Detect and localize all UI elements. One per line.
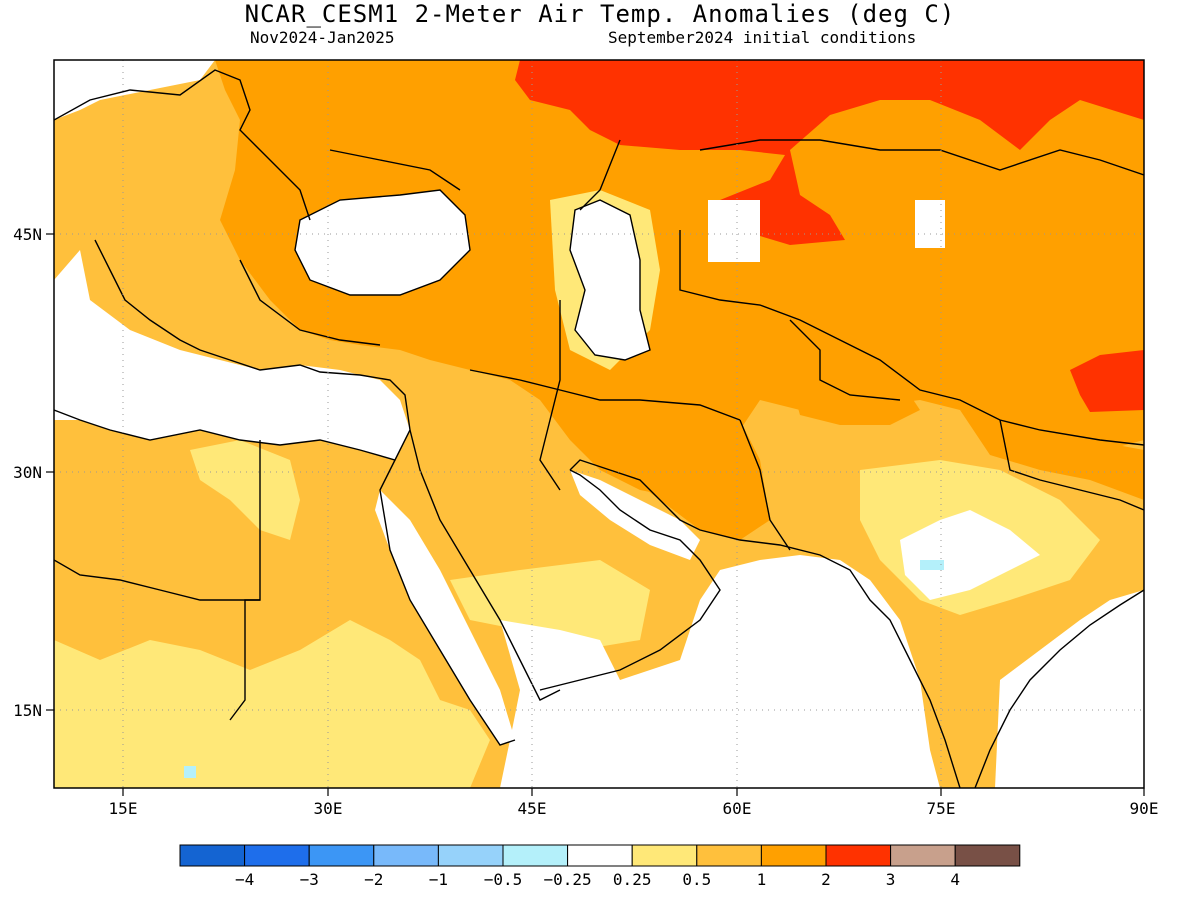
map-field (54, 60, 1144, 788)
initial-conditions: September2024 initial conditions (608, 28, 917, 47)
colorbar-swatch (308, 844, 375, 867)
field-zero-bay-bengal (995, 590, 1144, 788)
colorbar-label: 0.5 (682, 870, 711, 889)
lat-tick-label: 30N (13, 463, 42, 482)
field-zero-balkhash (915, 200, 945, 248)
field-zero-india (900, 510, 1040, 600)
colorbar-swatch (825, 844, 892, 867)
colorbar-swatch (631, 844, 698, 867)
colorbar: −4 −3 −2 −1 −0.5 −0.25 0.25 0.5 1 2 3 4 (179, 844, 1021, 889)
field-1-2-tibet (960, 410, 1144, 500)
chart-title: NCAR_CESM1 2-Meter Air Temp. Anomalies (… (244, 0, 956, 28)
colorbar-swatch (954, 844, 1021, 867)
field-zero-mediterranean (54, 250, 410, 460)
field-0.25-0.5-libya (190, 440, 300, 540)
colorbar-swatch (437, 844, 504, 867)
colorbar-label: 3 (886, 870, 896, 889)
field-0.25-0.5-sahara (54, 620, 490, 788)
lat-tick-label: 45N (13, 225, 42, 244)
colorbar-label: 2 (821, 870, 831, 889)
colorbar-label: −1 (429, 870, 448, 889)
lon-tick-label: 30E (314, 799, 343, 818)
colorbar-swatch (696, 844, 762, 867)
coastlines (54, 69, 1144, 788)
colorbar-label: 0.25 (613, 870, 652, 889)
field-0.25-0.5-arabia (450, 560, 650, 650)
lat-tick-label: 15N (13, 701, 42, 720)
colorbar-label: −3 (300, 870, 319, 889)
field-zero-aral (708, 200, 760, 262)
colorbar-label: −0.5 (484, 870, 523, 889)
colorbar-label: 1 (757, 870, 767, 889)
lon-tick-label: 75E (927, 799, 956, 818)
field-2-3-north (515, 60, 1144, 245)
colorbar-swatch (244, 844, 310, 867)
gridlines (54, 60, 1144, 788)
colorbar-swatch (760, 844, 827, 867)
colorbar-swatch (890, 844, 956, 867)
field-neg-spot-india (920, 560, 944, 570)
field-neg-spot-africa (184, 766, 196, 778)
plot-frame (53, 59, 1145, 789)
field-zero-black-sea (295, 190, 470, 295)
lon-tick-label: 90E (1130, 799, 1159, 818)
field-2-3-tibet (1070, 350, 1144, 412)
colorbar-label: −2 (364, 870, 383, 889)
lon-tick-label: 45E (518, 799, 547, 818)
lon-tick-label: 60E (723, 799, 752, 818)
field-zero-arabian-sea (500, 555, 940, 788)
colorbar-label: −0.25 (544, 870, 592, 889)
field-zero-caspian (570, 200, 650, 360)
field-1-2-iran (580, 380, 770, 540)
colorbar-label: 4 (950, 870, 960, 889)
forecast-period: Nov2024-Jan2025 (250, 28, 395, 47)
axis-ticks (46, 233, 1145, 796)
field-1-2-afghan (790, 370, 920, 425)
colorbar-label: −4 (235, 870, 254, 889)
lon-tick-label: 15E (109, 799, 138, 818)
colorbar-swatch (179, 844, 246, 867)
colorbar-swatch (373, 844, 439, 867)
field-zero-red-sea (375, 490, 515, 745)
colorbar-swatch (502, 844, 569, 867)
colorbar-swatch (567, 844, 633, 867)
